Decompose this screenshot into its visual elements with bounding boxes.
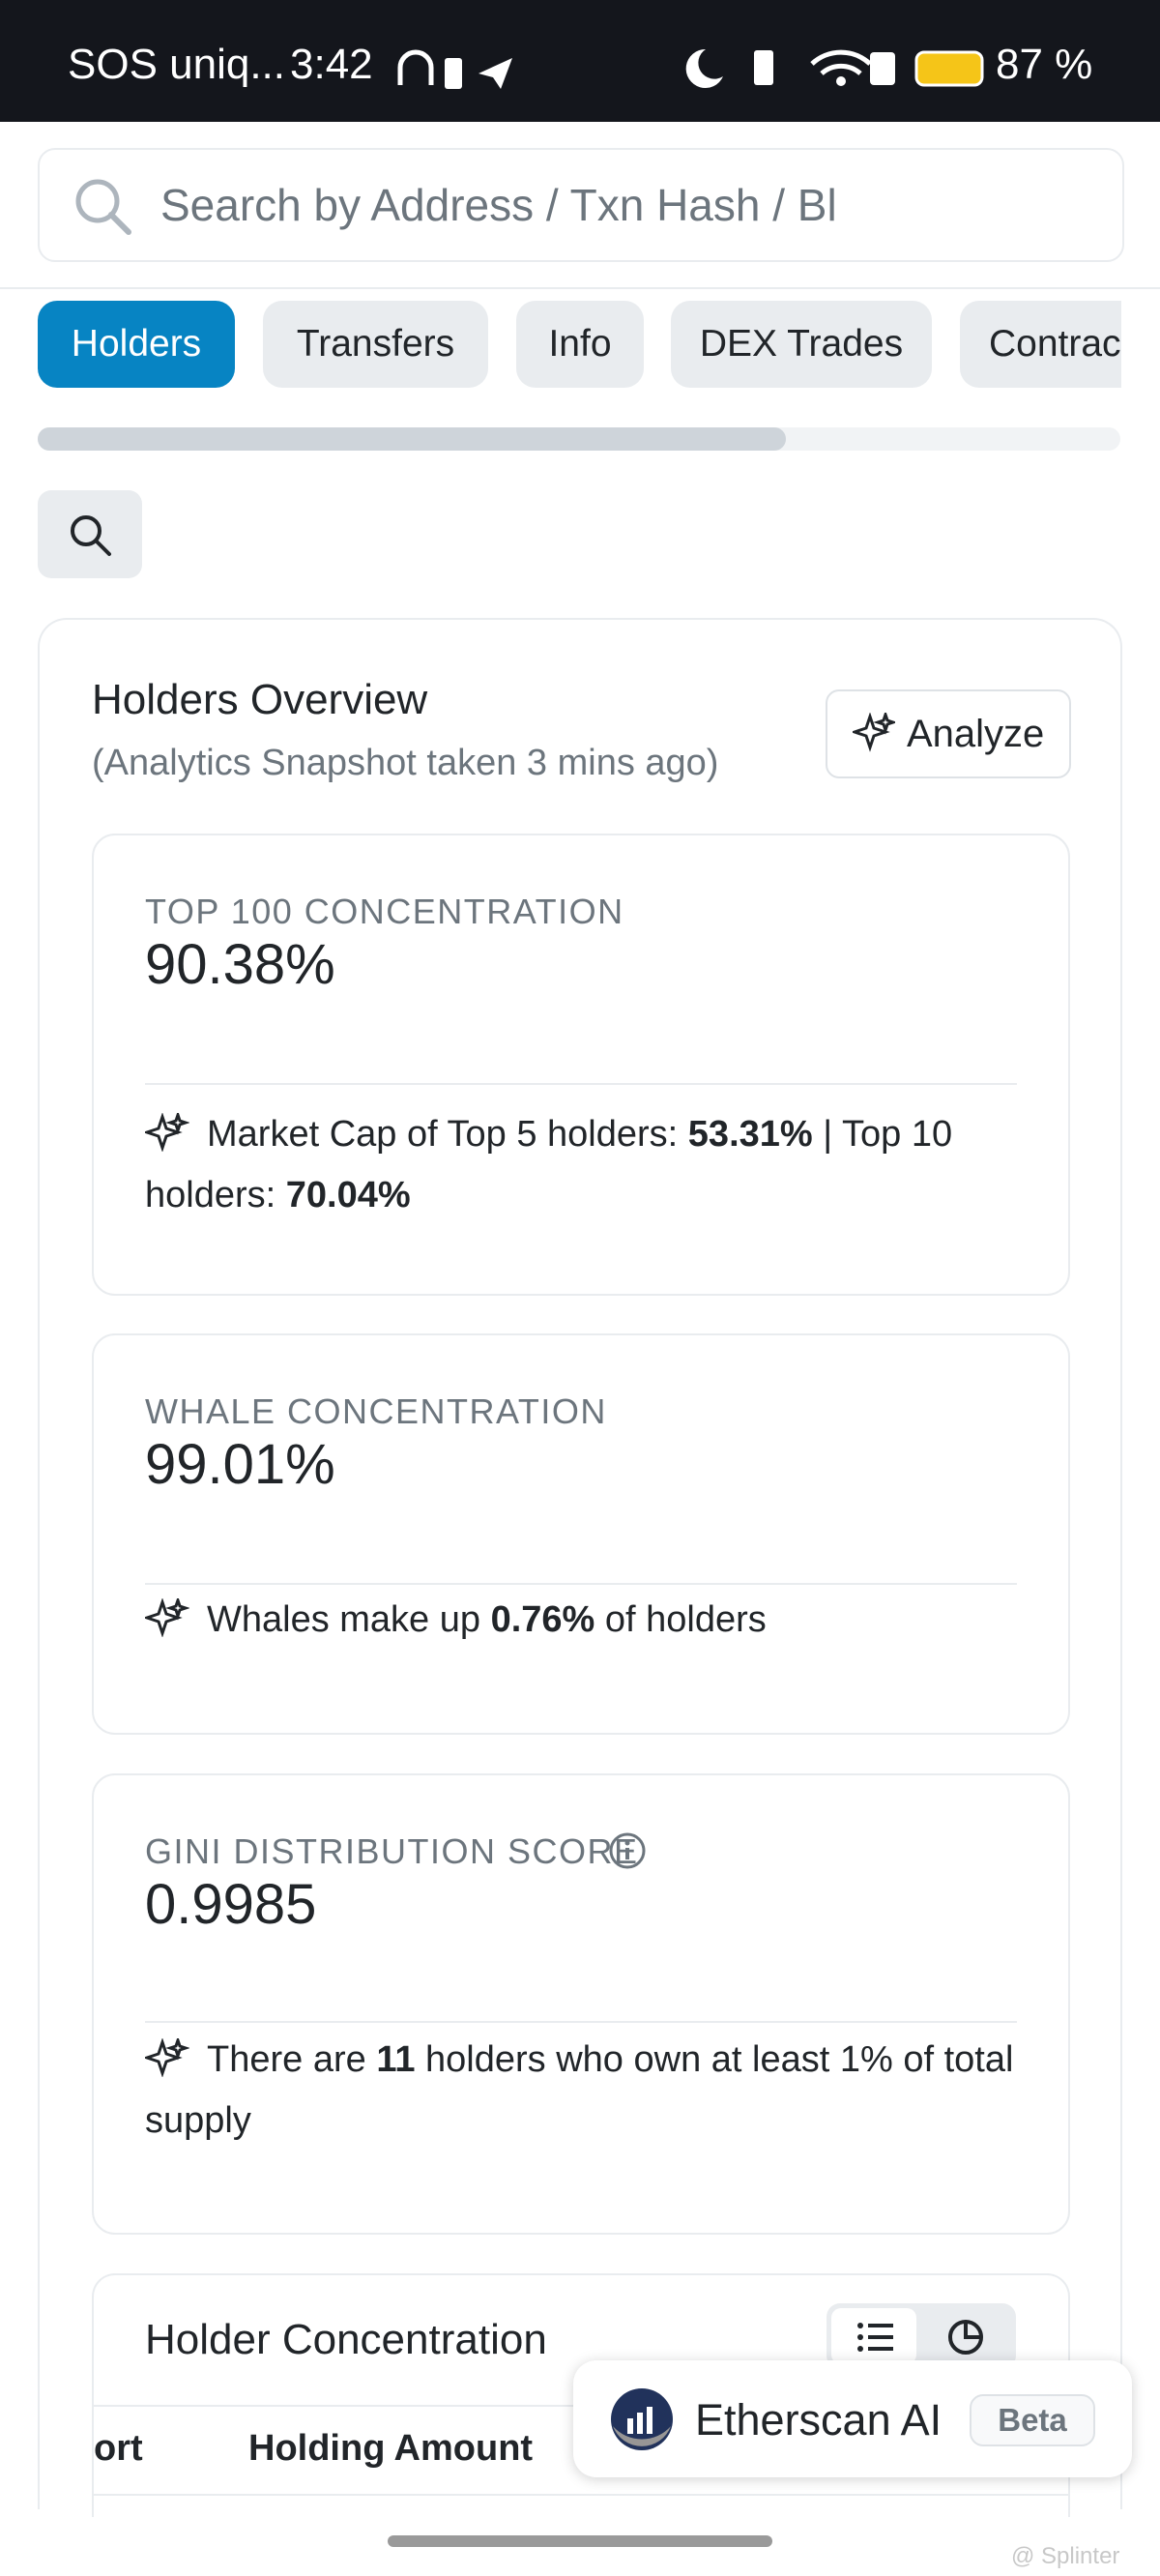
info-icon[interactable] — [608, 1831, 647, 1870]
metric-note: Whales make up 0.76% of holders — [142, 1590, 1020, 1651]
note-text: | Top 10 holders: — [145, 1114, 953, 1215]
note-figure: 70.04% — [285, 1175, 411, 1215]
note-text: of holders — [594, 1599, 767, 1640]
metric-label: WHALE CONCENTRATION — [145, 1391, 607, 1431]
column-header: ort — [94, 2428, 143, 2469]
tab[interactable]: DEX Trades — [671, 301, 932, 388]
search-placeholder: Search by Address / Txn Hash / Bl — [160, 180, 837, 230]
metric-label: GINI DISTRIBUTION SCORE — [145, 1831, 639, 1871]
metric-divider — [145, 1083, 1017, 1085]
overview-panel: Holders Overview (Analytics Snapshot tak… — [38, 618, 1122, 2509]
sparkle-icon — [142, 1110, 190, 1153]
divider — [0, 287, 1160, 289]
sparkle-icon — [853, 713, 895, 752]
tab[interactable]: Holders — [38, 301, 235, 388]
battery-level: 87 % — [996, 41, 1093, 88]
tab[interactable]: Transfers — [263, 301, 488, 388]
assistant-name: Etherscan AI — [695, 2395, 942, 2444]
note-text: holders who own at least 1% of total sup… — [145, 2039, 1014, 2141]
metric-card: TOP 100 CONCENTRATION 90.38% Market Cap of… — [92, 834, 1070, 1296]
scroll-track — [38, 427, 1120, 451]
metric-card: GINI DISTRIBUTION SCORE 0.9985 There are 1… — [92, 1773, 1070, 2235]
watermark: @ Splinter — [1011, 2543, 1120, 2569]
metric-divider — [145, 2021, 1017, 2023]
chart-view-button[interactable] — [946, 2318, 985, 2356]
sparkle-icon — [142, 2035, 190, 2078]
table-rule — [94, 2494, 1068, 2496]
carrier: SOS uniq... — [68, 41, 286, 88]
note-text: There are — [207, 2039, 377, 2080]
overview-title: Holders Overview — [92, 676, 428, 723]
metric-value: 90.38% — [145, 933, 335, 996]
metric-note: There are 11 holders who own at least 1%… — [142, 2030, 1020, 2152]
concentration-title: Holder Concentration — [145, 2316, 547, 2363]
metric-label: TOP 100 CONCENTRATION — [145, 892, 624, 931]
tab[interactable]: Contrac — [960, 301, 1121, 388]
assistant-logo — [611, 2388, 673, 2450]
metric-divider — [145, 1583, 1017, 1585]
metric-value: 99.01% — [145, 1433, 335, 1496]
status-bar: SOS uniq... 3:42 87 % — [0, 0, 1160, 122]
clock: 3:42 — [290, 41, 373, 88]
note-figure: 11 — [376, 2039, 416, 2080]
search-icon — [75, 179, 131, 235]
metric-note: Market Cap of Top 5 holders: 53.31% | To… — [142, 1104, 1020, 1226]
status-icons — [397, 49, 512, 89]
note-text: Market Cap of Top 5 holders: — [207, 1114, 688, 1155]
beta-badge: Beta — [970, 2394, 1095, 2446]
note-figure: 0.76% — [490, 1599, 595, 1640]
note-figure: 53.31% — [687, 1114, 813, 1155]
metric-value: 0.9985 — [145, 1873, 317, 1936]
sparkle-icon — [142, 1595, 190, 1638]
search-box[interactable]: Search by Address / Txn Hash / Bl — [38, 148, 1124, 262]
list-view-button[interactable] — [831, 2308, 916, 2364]
list-icon — [857, 2323, 893, 2352]
analyze-button[interactable]: Analyze — [826, 689, 1071, 778]
tab[interactable]: Info — [516, 301, 644, 388]
filter-button[interactable] — [38, 490, 142, 578]
home-indicator — [388, 2535, 772, 2547]
scroll-thumb — [38, 427, 786, 451]
assistant-widget[interactable]: Etherscan AI Beta — [573, 2360, 1132, 2477]
system-icons — [685, 48, 984, 88]
note-text: Whales make up — [207, 1599, 491, 1640]
column-header: Holding Amount — [248, 2428, 534, 2469]
view-toggle — [826, 2303, 1016, 2369]
metric-card: WHALE CONCENTRATION 99.01% Whales make up … — [92, 1333, 1070, 1735]
analyze-label: Analyze — [907, 713, 1045, 755]
overview-subtitle: (Analytics Snapshot taken 3 mins ago) — [92, 743, 719, 783]
search-icon — [71, 515, 111, 556]
